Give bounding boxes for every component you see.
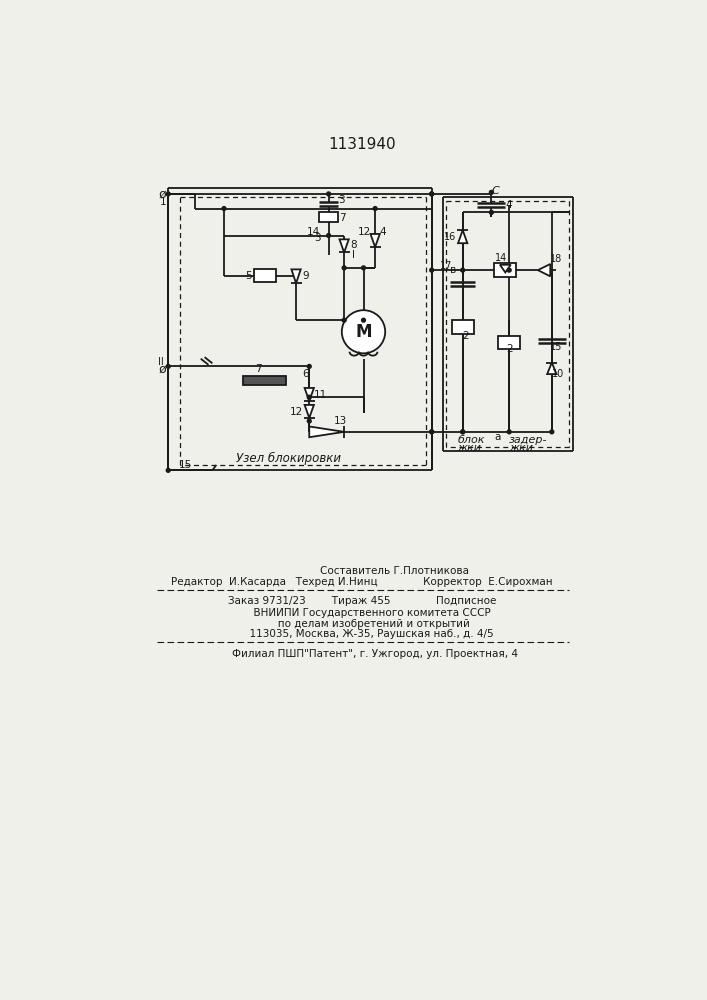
Circle shape [327,192,331,196]
Text: 8: 8 [350,240,357,250]
Circle shape [489,190,493,194]
Text: 13: 13 [334,416,347,426]
Circle shape [308,395,311,399]
Text: 16: 16 [444,232,457,242]
Bar [255,269,276,282]
Circle shape [489,210,493,214]
Text: а: а [494,432,501,442]
Circle shape [550,430,554,434]
Circle shape [507,430,511,434]
Text: 5: 5 [245,271,251,281]
Circle shape [373,207,377,210]
Text: 4: 4 [380,227,386,237]
Circle shape [430,430,433,434]
Text: 6: 6 [302,369,309,379]
Text: 12: 12 [358,227,371,237]
Circle shape [308,364,311,368]
Polygon shape [500,265,510,272]
Text: 10: 10 [552,369,564,379]
Text: Филиал ПШП"Патент", г. Ужгород, ул. Проектная, 4: Филиал ПШП"Патент", г. Ужгород, ул. Прое… [206,649,518,659]
Polygon shape [458,230,467,243]
Text: 14: 14 [307,227,320,237]
Text: М: М [355,323,372,341]
Polygon shape [370,234,380,247]
Text: ø: ø [159,187,167,200]
Bar [498,336,520,349]
Text: Узел блокировки: Узел блокировки [235,452,341,465]
Text: 12: 12 [291,407,303,417]
Polygon shape [309,426,344,437]
Circle shape [461,430,464,434]
Circle shape [308,419,311,423]
Circle shape [430,192,433,196]
Circle shape [342,266,346,270]
Circle shape [361,318,366,322]
Circle shape [461,268,464,272]
Circle shape [430,192,433,196]
Text: 4: 4 [505,200,512,210]
Circle shape [342,318,346,322]
Circle shape [166,192,170,196]
Text: Редактор  И.Касарда   Техред И.Нинц              Корректор  Е.Сирохман: Редактор И.Касарда Техред И.Нинц Коррект… [171,577,553,587]
Bar [320,212,338,222]
Text: 18: 18 [549,254,562,264]
Bar [452,320,474,334]
Text: 1: 1 [160,197,166,207]
Circle shape [166,468,170,472]
Text: 11: 11 [313,390,327,400]
Text: 15: 15 [179,460,192,470]
Polygon shape [291,269,300,283]
Text: по делам изобретений и открытий: по делам изобретений и открытий [255,619,469,629]
Text: 2: 2 [506,344,513,354]
Bar [494,263,516,277]
Text: 17: 17 [440,261,452,271]
Text: 15: 15 [549,342,562,352]
Polygon shape [538,264,550,276]
Text: жки: жки [509,443,533,453]
Polygon shape [339,239,349,252]
Circle shape [507,268,511,272]
Circle shape [461,430,464,434]
Circle shape [327,234,331,237]
Text: 1131940: 1131940 [328,137,396,152]
Circle shape [166,364,170,368]
Text: I: I [352,250,355,260]
Text: 2: 2 [462,331,469,341]
Polygon shape [305,388,314,401]
Bar [243,376,286,385]
Polygon shape [547,363,556,374]
Text: C: C [491,186,499,196]
Text: в: в [450,265,457,275]
Text: 3: 3 [314,233,320,243]
Text: жки: жки [457,443,481,453]
Circle shape [222,207,226,210]
Circle shape [430,268,433,272]
Circle shape [361,266,366,270]
Text: 7: 7 [339,213,346,223]
Polygon shape [305,405,314,418]
Text: 9: 9 [302,271,309,281]
Text: II: II [158,357,164,367]
Text: Составитель Г.Плотникова: Составитель Г.Плотникова [255,566,469,576]
Text: 7: 7 [255,364,262,374]
Text: задер-: задер- [509,435,548,445]
Text: ВНИИПИ Государственного комитета СССР: ВНИИПИ Государственного комитета СССР [233,608,491,618]
Text: блок: блок [457,435,485,445]
Text: Заказ 9731/23        Тираж 455              Подписное: Заказ 9731/23 Тираж 455 Подписное [228,596,496,606]
Text: ø: ø [159,363,167,376]
Circle shape [430,430,433,434]
Text: 113035, Москва, Ж-35, Раушская наб., д. 4/5: 113035, Москва, Ж-35, Раушская наб., д. … [230,629,493,639]
Text: 3: 3 [338,195,344,205]
Circle shape [341,310,385,353]
Text: 14: 14 [496,253,508,263]
